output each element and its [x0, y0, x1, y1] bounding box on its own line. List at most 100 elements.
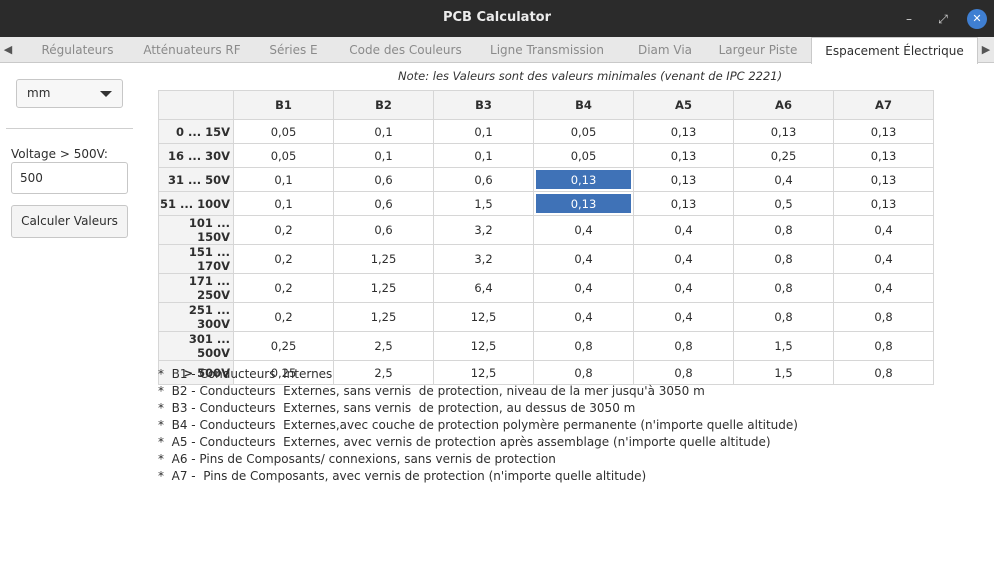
table-cell[interactable]: 0,13: [833, 191, 934, 216]
table-cell[interactable]: 0,1: [333, 143, 434, 168]
table-cell[interactable]: 0,1: [433, 143, 534, 168]
table-cell[interactable]: 0,4: [833, 273, 934, 303]
column-header-b4[interactable]: B4: [533, 90, 634, 120]
tab-scroll-right-icon[interactable]: ▶: [981, 43, 991, 56]
table-cell[interactable]: 0,13: [633, 167, 734, 192]
table-cell[interactable]: 0,8: [633, 331, 734, 361]
table-cell[interactable]: 1,5: [733, 360, 834, 385]
table-cell[interactable]: 0,2: [233, 215, 334, 245]
table-cell[interactable]: 0,8: [733, 273, 834, 303]
column-header-b3[interactable]: B3: [433, 90, 534, 120]
table-cell[interactable]: 3,2: [433, 244, 534, 274]
table-cell[interactable]: 0,6: [433, 167, 534, 192]
tab-scroll-left-icon[interactable]: ◀: [3, 43, 13, 56]
table-cell[interactable]: 0,8: [833, 302, 934, 332]
table-cell[interactable]: 0,2: [233, 244, 334, 274]
row-header[interactable]: 101 ... 150V: [158, 215, 234, 245]
row-header[interactable]: 0 ... 15V: [158, 119, 234, 144]
table-cell[interactable]: 0,13: [633, 191, 734, 216]
table-cell[interactable]: 0,8: [733, 215, 834, 245]
column-header-a6[interactable]: A6: [733, 90, 834, 120]
table-cell[interactable]: 0,8: [633, 360, 734, 385]
table-cell[interactable]: 0,13: [833, 119, 934, 144]
row-header[interactable]: 16 ... 30V: [158, 143, 234, 168]
row-header[interactable]: 251 ... 300V: [158, 302, 234, 332]
table-cell[interactable]: 12,5: [433, 360, 534, 385]
row-header[interactable]: 301 ... 500V: [158, 331, 234, 361]
table-cell[interactable]: 0,8: [733, 302, 834, 332]
row-header[interactable]: 51 ... 100V: [158, 191, 234, 216]
unit-select[interactable]: mm: [16, 79, 123, 108]
column-header-b1[interactable]: B1: [233, 90, 334, 120]
tab-diam-via[interactable]: Diam Via: [637, 43, 693, 57]
table-cell[interactable]: 0,13: [533, 167, 634, 192]
table-cell[interactable]: 0,6: [333, 167, 434, 192]
table-cell[interactable]: 0,8: [533, 331, 634, 361]
row-header[interactable]: 31 ... 50V: [158, 167, 234, 192]
table-cell[interactable]: 0,4: [733, 167, 834, 192]
table-cell[interactable]: 0,1: [333, 119, 434, 144]
table-cell[interactable]: 0,4: [633, 273, 734, 303]
close-icon[interactable]: ✕: [967, 9, 987, 29]
minimize-icon[interactable]: –: [906, 12, 912, 26]
table-cell[interactable]: 0,13: [533, 191, 634, 216]
table-cell[interactable]: 0,25: [233, 331, 334, 361]
table-cell[interactable]: 0,2: [233, 302, 334, 332]
table-cell[interactable]: 0,1: [233, 191, 334, 216]
table-cell[interactable]: 1,5: [433, 191, 534, 216]
table-cell[interactable]: 12,5: [433, 302, 534, 332]
column-header-b2[interactable]: B2: [333, 90, 434, 120]
table-cell[interactable]: 0,4: [833, 244, 934, 274]
table-cell[interactable]: 0,4: [633, 244, 734, 274]
tab-series-e[interactable]: Séries E: [269, 43, 318, 57]
table-cell[interactable]: 12,5: [433, 331, 534, 361]
table-cell[interactable]: 0,2: [233, 273, 334, 303]
table-cell[interactable]: 0,05: [233, 119, 334, 144]
table-cell[interactable]: 0,13: [833, 143, 934, 168]
tab-code-des-couleurs[interactable]: Code des Couleurs: [349, 43, 462, 57]
table-cell[interactable]: 0,4: [633, 302, 734, 332]
tab-attenuateurs-rf[interactable]: Atténuateurs RF: [143, 43, 241, 57]
table-cell[interactable]: 0,13: [633, 143, 734, 168]
table-cell[interactable]: 6,4: [433, 273, 534, 303]
row-header[interactable]: 171 ... 250V: [158, 273, 234, 303]
table-cell[interactable]: 0,5: [733, 191, 834, 216]
column-header-a7[interactable]: A7: [833, 90, 934, 120]
tab-largeur-piste[interactable]: Largeur Piste: [718, 43, 798, 57]
table-cell[interactable]: 0,4: [533, 302, 634, 332]
table-cell[interactable]: 0,4: [833, 215, 934, 245]
tab-espacement-electrique[interactable]: Espacement Électrique: [811, 37, 978, 64]
table-cell[interactable]: 0,1: [433, 119, 534, 144]
calculate-button[interactable]: Calculer Valeurs: [11, 205, 128, 238]
maximize-icon[interactable]: ⤢: [938, 12, 948, 26]
table-cell[interactable]: 0,05: [233, 143, 334, 168]
table-cell[interactable]: 0,05: [533, 119, 634, 144]
table-cell[interactable]: 0,05: [533, 143, 634, 168]
table-cell[interactable]: 2,5: [333, 331, 434, 361]
table-cell[interactable]: 0,13: [833, 167, 934, 192]
table-cell[interactable]: 0,13: [733, 119, 834, 144]
table-cell[interactable]: 3,2: [433, 215, 534, 245]
table-cell[interactable]: 1,25: [333, 302, 434, 332]
tab-regulateurs[interactable]: Régulateurs: [41, 43, 114, 57]
table-cell[interactable]: 0,13: [633, 119, 734, 144]
table-cell[interactable]: 1,5: [733, 331, 834, 361]
table-cell[interactable]: 0,6: [333, 215, 434, 245]
table-cell[interactable]: 1,25: [333, 244, 434, 274]
column-header-a5[interactable]: A5: [633, 90, 734, 120]
table-cell[interactable]: 2,5: [333, 360, 434, 385]
row-header[interactable]: > 500V: [158, 360, 234, 385]
table-cell[interactable]: 0,8: [833, 331, 934, 361]
row-header[interactable]: 151 ... 170V: [158, 244, 234, 274]
table-cell[interactable]: 0,8: [733, 244, 834, 274]
tab-ligne-transmission[interactable]: Ligne Transmission: [490, 43, 604, 57]
table-cell[interactable]: 0,25: [733, 143, 834, 168]
table-cell[interactable]: 1,25: [333, 273, 434, 303]
table-cell[interactable]: 0,1: [233, 167, 334, 192]
table-cell[interactable]: 0,6: [333, 191, 434, 216]
table-cell[interactable]: 0,25: [233, 360, 334, 385]
table-cell[interactable]: 0,4: [533, 273, 634, 303]
table-cell[interactable]: 0,8: [533, 360, 634, 385]
table-cell[interactable]: 0,4: [533, 244, 634, 274]
table-cell[interactable]: 0,4: [633, 215, 734, 245]
